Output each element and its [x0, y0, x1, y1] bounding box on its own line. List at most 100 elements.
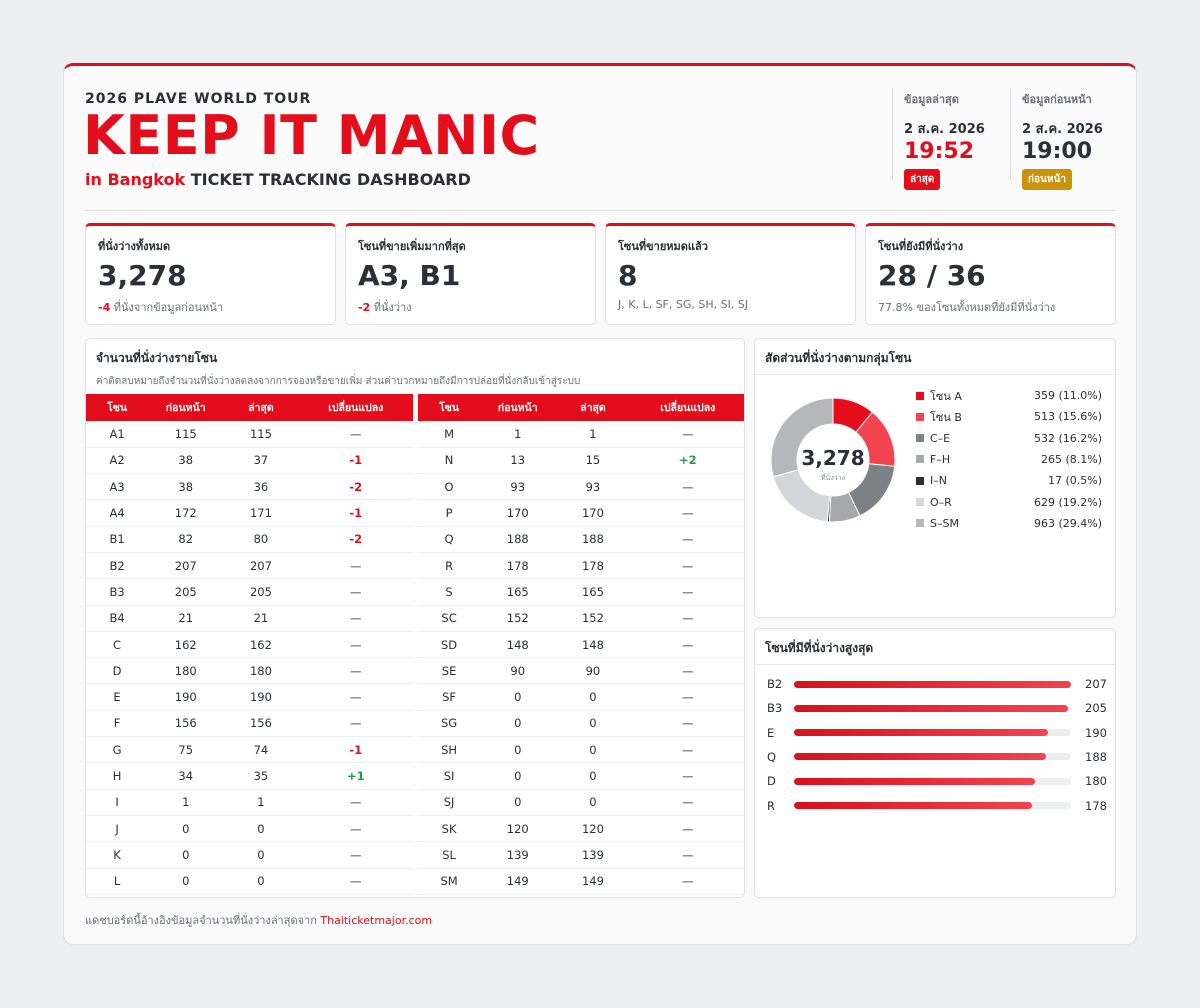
legend-label: I–N	[930, 474, 947, 488]
change-cell: —	[298, 421, 413, 448]
zone-cell: I	[86, 789, 149, 816]
bar-row: B2 207	[767, 672, 1107, 696]
legend-value: 17 (0.5%)	[1047, 474, 1102, 488]
latest-cell: 207	[223, 552, 299, 580]
table-row: SC 152 152—	[418, 605, 744, 632]
previous-data-block: ข้อมูลก่อนหน้า 2 ส.ค. 2026 19:00 ก่อนหน้…	[1010, 88, 1120, 190]
change-cell: —	[298, 657, 413, 685]
donut-slice	[848, 463, 896, 517]
previous-cell: 21	[148, 605, 224, 632]
zone-cell: J	[86, 815, 149, 843]
change-cell: —	[630, 605, 744, 632]
zone-cell: SL	[418, 841, 481, 869]
latest-cell: 148	[555, 631, 631, 659]
latest-cell: 0	[555, 710, 631, 738]
zone-cell: SM	[418, 868, 481, 895]
table-row: SF 0 0—	[418, 683, 744, 711]
legend-label: F–H	[930, 452, 951, 466]
column-header: ก่อนหน้า	[148, 394, 224, 421]
latest-cell: 37	[223, 447, 299, 475]
change-cell: —	[630, 421, 744, 448]
previous-cell: 38	[148, 473, 224, 501]
zone-cell: D	[86, 657, 149, 685]
change-cell: —	[630, 762, 744, 790]
top-zones-title: โซนที่มีที่นั่งว่างสูงสุด	[765, 641, 874, 655]
column-header: ล่าสุด	[223, 394, 299, 421]
bar-label: B2	[767, 677, 783, 691]
previous-cell: 38	[148, 447, 224, 475]
bar-label: Q	[767, 749, 777, 764]
table-row: S 165 165—	[418, 578, 744, 606]
latest-cell: 90	[555, 657, 631, 685]
stat-note-text: ที่นั่งว่าง	[373, 301, 412, 314]
zone-cell: F	[86, 710, 149, 738]
stat-label: ที่นั่งว่างทั้งหมด	[98, 240, 171, 253]
legend-item: โซน A 359 (11.0%)	[916, 385, 1102, 406]
legend-swatch	[916, 412, 924, 421]
change-cell: —	[630, 841, 744, 869]
latest-cell: 0	[223, 868, 299, 895]
column-header: โซน	[418, 394, 481, 421]
stat-note: -4 ที่นั่งจากข้อมูลก่อนหน้า	[98, 298, 323, 316]
zone-cell: B3	[86, 578, 149, 606]
change-cell: —	[630, 526, 744, 553]
bar-row: E 190	[767, 721, 1107, 745]
table-row: A3 38 36 -2	[86, 473, 413, 501]
bar-track	[794, 680, 1071, 688]
change-cell: -2	[298, 526, 413, 553]
city-label: in Bangkok	[85, 170, 186, 189]
previous-cell: 149	[480, 868, 556, 895]
previous-cell: 34	[148, 762, 224, 790]
legend-item: O–R 629 (19.2%)	[916, 492, 1102, 513]
previous-cell: 13	[480, 447, 556, 475]
bar-value: 180	[1085, 774, 1107, 789]
table-row: SK 120 120—	[418, 815, 744, 843]
footer: แดชบอร์ดนี้อ้างอิงข้อมูลจำนวนที่นั่งว่าง…	[85, 911, 432, 929]
stat-label: โซนที่ขายเพิ่มมากที่สุด	[358, 240, 466, 253]
latest-date: 2 ส.ค. 2026	[904, 122, 985, 137]
dashboard-card: 2026 PLAVE WORLD TOUR KEEP IT MANIC in B…	[63, 63, 1137, 945]
previous-badge: ก่อนหน้า	[1022, 169, 1072, 190]
legend-swatch	[916, 519, 924, 528]
column-header: ล่าสุด	[555, 394, 631, 421]
change-cell: —	[630, 789, 744, 816]
table-header-row: โซน ก่อนหน้า ล่าสุด เปลี่ยนแปลง	[418, 394, 744, 421]
donut-center-value: 3,278	[801, 446, 864, 470]
change-cell: —	[630, 683, 744, 711]
legend-label: โซน A	[930, 389, 962, 403]
latest-cell: 188	[555, 526, 631, 553]
change-cell: —	[630, 631, 744, 659]
change-cell: -1	[298, 447, 413, 475]
legend-value: 963 (29.4%)	[1033, 516, 1102, 530]
table-row: SI 0 0—	[418, 762, 744, 790]
latest-cell: 0	[555, 683, 631, 711]
change-cell: —	[298, 578, 413, 606]
previous-cell: 152	[480, 605, 556, 632]
source-link[interactable]: Thaiticketmajor.com	[320, 914, 433, 927]
legend-label: S–SM	[930, 516, 959, 530]
donut-slice	[855, 411, 896, 467]
footer-text: แดชบอร์ดนี้อ้างอิงข้อมูลจำนวนที่นั่งว่าง…	[85, 914, 317, 927]
bar-fill	[794, 753, 1046, 761]
stat-delta: -2	[358, 301, 371, 314]
bar-label: B3	[767, 701, 783, 716]
zone-cell: SG	[418, 710, 481, 738]
previous-cell: 178	[480, 552, 556, 580]
previous-cell: 207	[148, 552, 224, 580]
previous-cell: 0	[148, 868, 224, 895]
previous-cell: 0	[480, 736, 556, 764]
latest-cell: 1	[223, 789, 299, 816]
latest-cell: 178	[555, 552, 631, 580]
legend-swatch	[916, 455, 924, 464]
stat-label: โซนที่ขายหมดแล้ว	[618, 240, 708, 253]
table-row: A4 172 171 -1	[86, 499, 413, 527]
table-row: SD 148 148—	[418, 631, 744, 659]
latest-cell: 120	[555, 815, 631, 843]
column-header: เปลี่ยนแปลง	[630, 394, 744, 421]
latest-cell: 0	[555, 736, 631, 764]
zone-cell: Q	[418, 526, 481, 553]
legend-label: โซน B	[930, 410, 962, 424]
stat-most-sold: โซนที่ขายเพิ่มมากที่สุด A3, B1 -2 ที่นั่…	[345, 223, 596, 325]
change-cell: +2	[630, 447, 744, 475]
column-header: โซน	[86, 394, 149, 421]
